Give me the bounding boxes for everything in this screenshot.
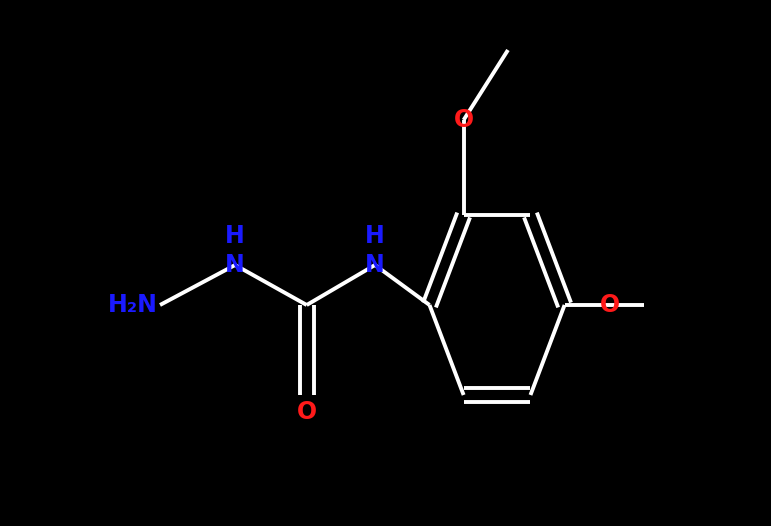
Text: N: N (225, 253, 245, 277)
Text: O: O (453, 108, 473, 132)
Text: O: O (297, 400, 317, 424)
Text: O: O (601, 293, 621, 317)
Text: N: N (365, 253, 385, 277)
Text: H: H (365, 224, 385, 248)
Text: H₂N: H₂N (107, 293, 157, 317)
Text: H: H (225, 224, 245, 248)
